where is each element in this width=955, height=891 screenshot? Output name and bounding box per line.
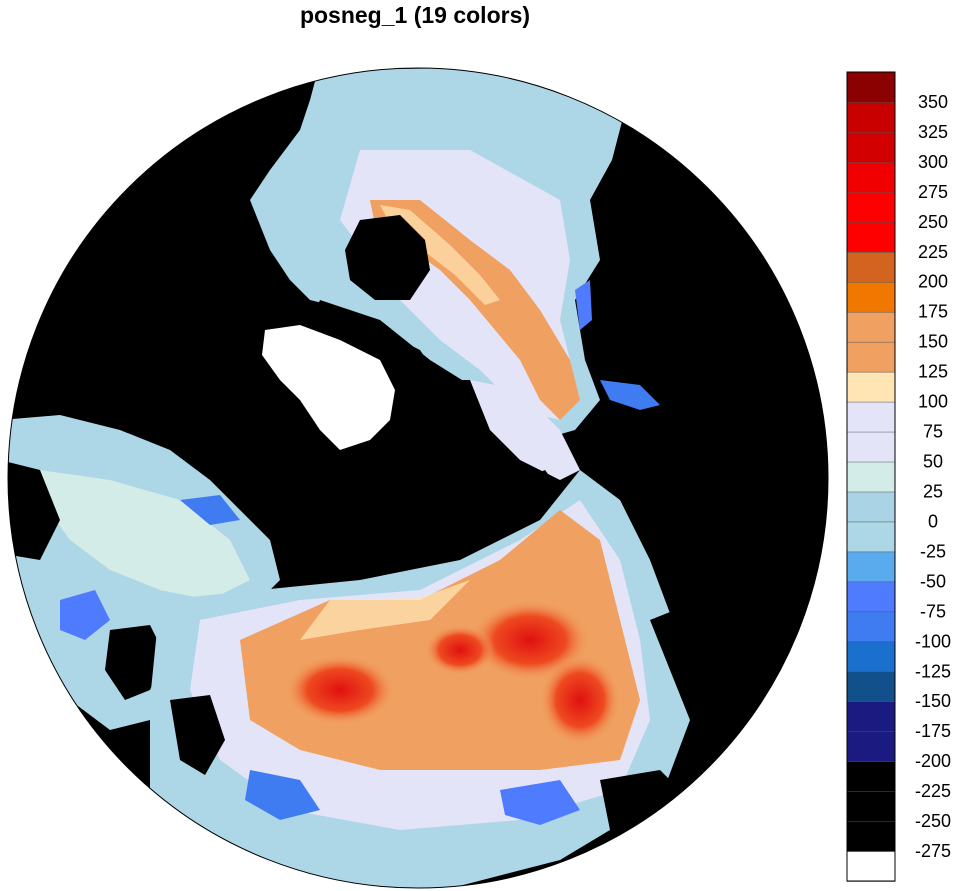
colorbar-tick-label: 200: [918, 272, 948, 292]
hot-spot-east: [540, 655, 620, 745]
colorbar-box: [846, 371, 896, 403]
colorbar-tick-label: 225: [918, 242, 948, 262]
map-boundary: [7, 67, 829, 889]
colorbar-tick-label: 125: [918, 362, 948, 382]
colorbar-tick-label: -250: [915, 811, 951, 831]
colorbar-box: [846, 311, 896, 343]
norway-coast-blue: [180, 495, 240, 525]
colorbar-box: [846, 401, 896, 433]
colorbar-tick-label: -100: [915, 631, 951, 651]
scandinavia-light: [40, 470, 250, 600]
colorbar-box: [846, 730, 896, 762]
canadian-arctic-water: [300, 300, 520, 440]
colorbar-tick-label: 325: [918, 122, 948, 142]
colorbar-tick-label: -50: [920, 571, 946, 591]
colorbar-box: [846, 581, 896, 613]
colorbar-tick-label: -175: [915, 721, 951, 741]
hot-spot-central: [470, 600, 590, 680]
colorbar-box: [846, 641, 896, 673]
colorbar-box: [846, 790, 896, 822]
arctic-coast-water: [280, 470, 560, 560]
greenland-ice-sheet: [262, 325, 395, 450]
colorbar-tick-label: -275: [915, 841, 951, 861]
colorbar-box: [846, 71, 896, 103]
hot-spot-west: [285, 655, 395, 725]
colorbar-box: [846, 221, 896, 253]
colorbar-box: [846, 760, 896, 792]
colorbar-tick-label: 175: [918, 302, 948, 322]
colorbar-tick-label: -225: [915, 781, 951, 801]
colorbar-box: [846, 341, 896, 373]
colorbar-box: [846, 700, 896, 732]
colorbar-tick-label: 75: [923, 422, 943, 442]
colorbar-box: [846, 611, 896, 643]
hudson-bay: [345, 215, 430, 300]
north-sea: [8, 460, 60, 560]
colorbar-box: [846, 281, 896, 313]
kamchatka-water: [650, 600, 740, 740]
colorbar-box: [846, 131, 896, 163]
colorbar-tick-label: 150: [918, 332, 948, 352]
caspian-sea: [170, 695, 225, 775]
polar-map: [7, 67, 829, 889]
colorbar-box: [846, 491, 896, 523]
colorbar-box: [846, 820, 896, 852]
colorbar-box: [846, 161, 896, 193]
west-coast-blue: [575, 280, 592, 330]
colorbar-frame: [846, 71, 896, 882]
colorbar-box: [846, 431, 896, 463]
colorbar-tick-label: 250: [918, 212, 948, 232]
colorbar-tick-label: 25: [923, 481, 943, 501]
pacific-coast-blue: [600, 380, 660, 410]
siberia-cream-edge: [300, 580, 470, 640]
colorbar-box: [846, 850, 896, 882]
colorbar-tick-label: -75: [920, 601, 946, 621]
colorbar-tick-label: 350: [918, 92, 948, 112]
alaska-region: [470, 380, 580, 480]
colorbar-tick-label: -125: [915, 661, 951, 681]
colorbar-box: [846, 551, 896, 583]
colorbar-tick-label: 300: [918, 152, 948, 172]
colorbar-box: [846, 101, 896, 133]
colorbar-tick-label: -150: [915, 691, 951, 711]
colorbar-box: [846, 521, 896, 553]
central-asia-blue: [245, 770, 320, 820]
baltic-sea: [105, 625, 165, 700]
plot-title: posneg_1 (19 colors): [299, 2, 531, 28]
colorbar-tick-label: 50: [923, 452, 943, 472]
colorbar-tick-label: 0: [928, 511, 938, 531]
colorbar-box: [846, 251, 896, 283]
colorbar-tick-label: 275: [918, 182, 948, 202]
colorbar-tick-label: -25: [920, 541, 946, 561]
colorbar-box: [846, 461, 896, 493]
colorbar-tick-label: -200: [915, 751, 951, 771]
colorbar-tick-label: 100: [918, 392, 948, 412]
hot-spot-south: [425, 625, 495, 675]
china-blue-patch: [500, 780, 580, 825]
colorbar-box: [846, 191, 896, 223]
colorbar-box: [846, 671, 896, 702]
europe-blue-patches: [60, 590, 110, 640]
